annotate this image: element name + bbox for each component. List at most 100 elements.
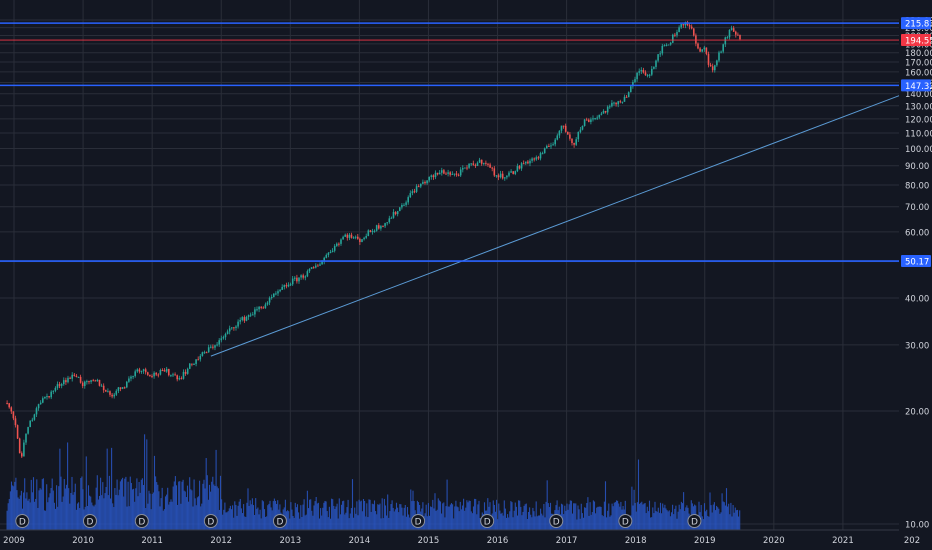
candle-body [455,173,458,175]
candle-body [174,374,176,376]
dividend-marker [618,514,633,528]
candle-body [56,384,59,388]
candle-body [134,371,136,377]
candle-body [14,418,17,426]
price-axis[interactable] [899,0,932,550]
dividend-marker-label: D [415,518,422,528]
candle-body [256,309,258,311]
candle-body [562,125,565,127]
candle-body [335,243,338,246]
candle-body [226,331,229,334]
candle-body [83,381,86,386]
candle-body [527,161,529,164]
candle-body [264,304,267,309]
dividend-marker [15,514,30,528]
candle-body [241,317,244,321]
candle-body [195,359,197,364]
candle-body [634,79,636,83]
time-tick-label: 2009 [3,536,25,546]
candle-body [419,183,422,187]
candle-body [508,172,510,176]
time-tick-label: 2018 [625,536,647,546]
candle-body [732,28,735,32]
candle-body [239,320,241,322]
level-price-badge [901,17,931,30]
candle-body [653,66,655,69]
time-axis[interactable] [0,530,932,550]
candle-body [153,372,155,377]
candle-body [369,230,372,232]
candle-body [184,371,187,374]
candle-body [705,47,708,54]
candle-body [346,234,349,238]
candle-body [249,314,252,316]
candle-body [186,368,189,374]
price-tick-label: 110.00 [905,130,932,140]
candle-body [279,289,281,292]
candle-body [482,162,485,164]
candle-body [380,226,382,229]
candle-body [44,396,46,399]
candle-body [613,102,615,104]
candle-body [140,370,143,372]
dividend-marker-label: D [691,518,698,528]
candle-body [33,414,36,420]
candle-body [41,398,44,403]
level-price-badge [901,34,931,47]
candle-body [422,181,424,184]
price-tick-label: 30.00 [905,341,929,351]
candle-body [413,191,416,193]
candle-body [205,352,208,354]
candle-body [16,425,19,439]
candle-body [144,369,147,373]
candle-body [453,173,456,175]
candle-body [81,382,84,386]
candle-body [449,172,451,175]
candle-body [445,173,447,175]
price-tick-label: 40.00 [905,294,929,304]
candle-body [415,186,418,192]
candle-body [262,307,265,309]
candle-body [277,291,279,294]
candle-body [531,158,533,161]
candle-body [384,223,386,227]
horizontal-levels[interactable] [0,22,899,262]
candle-body [669,42,672,45]
candle-body [212,346,214,348]
candle-body [138,369,141,372]
candle-body [352,237,355,239]
candle-body [592,118,594,120]
candle-body [392,212,395,218]
candle-body [552,144,554,146]
candle-body [466,167,468,169]
candle-body [464,167,466,169]
candle-body [260,306,262,308]
candle-body [554,139,556,145]
candle-body [308,268,311,272]
candle-body [571,138,573,144]
candle-body [46,396,48,398]
candle-body [165,368,168,372]
candle-body [39,402,42,405]
candle-body [650,68,653,75]
candle-body [510,171,512,173]
candle-body [434,172,437,178]
candle-body [409,193,412,198]
candle-body [178,378,181,380]
candle-body [340,239,342,244]
candle-body [52,390,55,392]
time-tick-label: 2021 [832,536,854,546]
candle-body [514,171,517,174]
candle-body [132,376,134,378]
candle-body [342,236,344,240]
dividend-marker-label: D [138,518,145,528]
candle-body [88,381,90,383]
candle-body [224,333,227,338]
candle-body [180,378,183,380]
candle-body [411,191,414,194]
trendline[interactable] [210,90,913,357]
candle-body [638,71,640,73]
candle-body [182,371,185,379]
candle-body [31,419,34,421]
